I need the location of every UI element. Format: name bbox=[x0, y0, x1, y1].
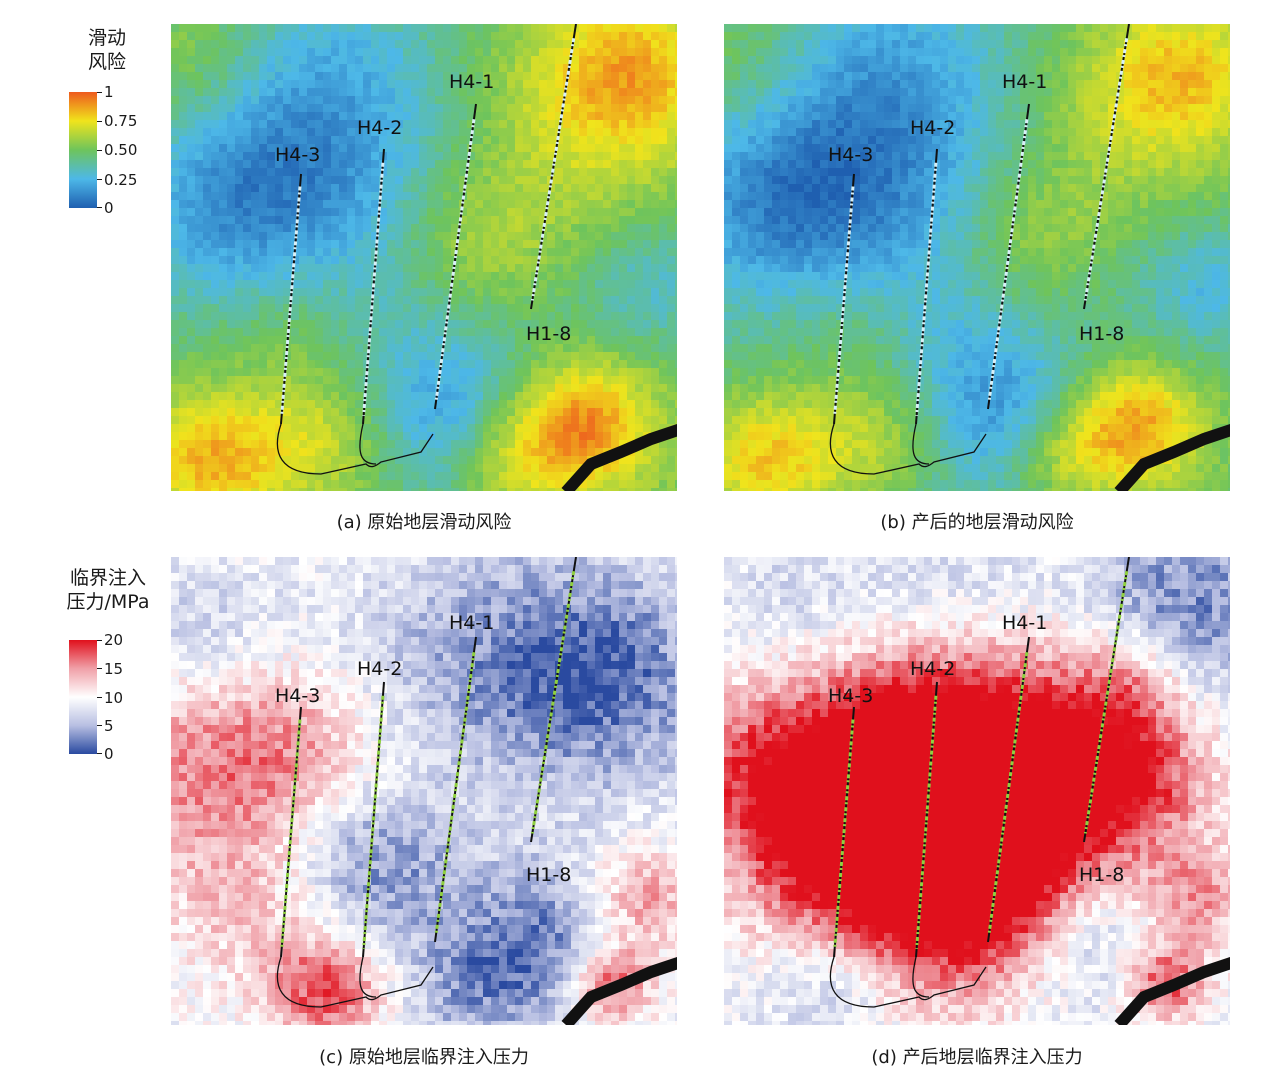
well-toe-curves bbox=[829, 956, 987, 1008]
risk-tick-075: 0.75 bbox=[104, 112, 138, 130]
caption-c: (c) 原始地层临界注入压力 bbox=[319, 1047, 529, 1068]
raster-grid bbox=[171, 24, 677, 491]
well-label-h4-3: H4-3 bbox=[275, 685, 320, 707]
raster-grid bbox=[171, 557, 677, 1025]
caption-a: (a) 原始地层滑动风险 bbox=[336, 512, 512, 533]
pressure-legend-title: 临界注入 压力/MPa bbox=[50, 566, 166, 614]
well-label-h4-2: H4-2 bbox=[910, 658, 955, 680]
fault-band bbox=[1114, 424, 1230, 491]
well-stage-marks-h4-2 bbox=[362, 162, 385, 416]
well-toe-curves bbox=[829, 423, 987, 475]
well-label-h1-8: H1-8 bbox=[526, 323, 571, 345]
map-svg: H4-3 H4-2 H4-1 H1-8 bbox=[724, 24, 1230, 491]
fault-band bbox=[561, 424, 677, 491]
caption-b: (b) 产后的地层滑动风险 bbox=[880, 512, 1074, 533]
risk-colorbar bbox=[69, 92, 97, 208]
raster-grid bbox=[724, 24, 1230, 491]
well-stage-marks-h4-1 bbox=[434, 119, 476, 401]
well-label-h4-1: H4-1 bbox=[1002, 71, 1047, 93]
risk-tick-050: 0.50 bbox=[104, 141, 138, 159]
well-toe-curves bbox=[276, 423, 434, 475]
well-label-h4-3: H4-3 bbox=[828, 685, 873, 707]
well-stage-marks-h1-8 bbox=[530, 38, 576, 301]
well-stage-marks-h4-2 bbox=[915, 162, 938, 416]
pressure-legend-title-line1: 临界注入 bbox=[69, 567, 146, 589]
map-svg: H4-3 H4-2 H4-1 H1-8 bbox=[171, 557, 677, 1025]
well-label-h4-1: H4-1 bbox=[449, 71, 494, 93]
well-label-h1-8: H1-8 bbox=[1079, 864, 1124, 886]
well-label-h1-8: H1-8 bbox=[526, 864, 571, 886]
map-panel-d: H4-3 H4-2 H4-1 H1-8 bbox=[724, 557, 1230, 1025]
well-stage-marks-h1-8 bbox=[530, 571, 576, 834]
caption-d: (d) 产后地层临界注入压力 bbox=[871, 1047, 1083, 1068]
pressure-tick-0: 0 bbox=[104, 745, 114, 763]
pressure-tick-15: 15 bbox=[104, 660, 124, 678]
well-label-h4-1: H4-1 bbox=[449, 612, 494, 634]
pressure-colorbar bbox=[69, 640, 97, 754]
risk-tick-0: 0 bbox=[104, 199, 114, 217]
well-label-h4-2: H4-2 bbox=[357, 117, 402, 139]
risk-tick-1: 1 bbox=[104, 83, 114, 101]
well-label-h4-2: H4-2 bbox=[910, 117, 955, 139]
risk-legend-title-line2: 风险 bbox=[87, 51, 126, 73]
well-stage-marks-h4-2 bbox=[915, 695, 938, 949]
map-svg: H4-3 H4-2 H4-1 H1-8 bbox=[724, 557, 1230, 1025]
raster-grid bbox=[724, 557, 1230, 1025]
risk-legend-title-line1: 滑动 bbox=[87, 27, 126, 49]
well-stage-marks-h4-1 bbox=[987, 652, 1029, 934]
well-label-h4-3: H4-3 bbox=[828, 144, 873, 166]
well-toe-curves bbox=[276, 956, 434, 1008]
well-stage-marks-h1-8 bbox=[1083, 571, 1129, 834]
map-panel-b: H4-3 H4-2 H4-1 H1-8 bbox=[724, 24, 1230, 491]
well-stage-marks-h4-1 bbox=[987, 119, 1029, 401]
pressure-tick-20: 20 bbox=[104, 631, 124, 649]
fault-band bbox=[561, 957, 677, 1025]
well-label-h4-2: H4-2 bbox=[357, 658, 402, 680]
pressure-tick-5: 5 bbox=[104, 717, 114, 735]
well-stage-marks-h4-1 bbox=[434, 652, 476, 934]
risk-tick-025: 0.25 bbox=[104, 171, 138, 189]
well-label-h1-8: H1-8 bbox=[1079, 323, 1124, 345]
pressure-legend-title-line2: 压力/MPa bbox=[66, 591, 150, 613]
well-label-h4-1: H4-1 bbox=[1002, 612, 1047, 634]
pressure-tick-10: 10 bbox=[104, 689, 124, 707]
map-panel-a: H4-3 H4-2 H4-1 H1-8 bbox=[171, 24, 677, 491]
map-svg: H4-3 H4-2 H4-1 H1-8 bbox=[171, 24, 677, 491]
well-label-h4-3: H4-3 bbox=[275, 144, 320, 166]
well-stage-marks-h1-8 bbox=[1083, 38, 1129, 301]
fault-band bbox=[1114, 957, 1230, 1025]
risk-legend-title: 滑动 风险 bbox=[70, 26, 144, 74]
well-stage-marks-h4-2 bbox=[362, 695, 385, 949]
map-panel-c: H4-3 H4-2 H4-1 H1-8 bbox=[171, 557, 677, 1025]
